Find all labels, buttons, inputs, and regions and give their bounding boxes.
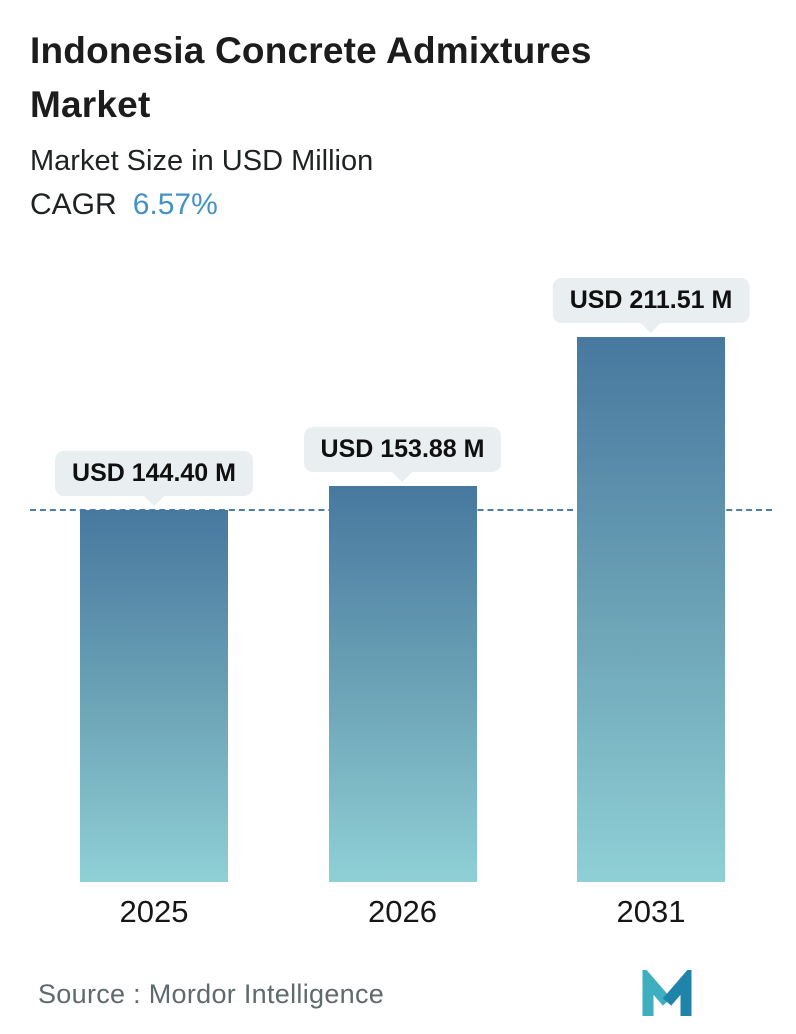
source-attribution: Source : Mordor Intelligence — [38, 978, 385, 1009]
x-axis-label: 2031 — [616, 894, 686, 930]
x-axis-label: 2026 — [368, 894, 437, 930]
bar-group-2031: USD 211.51 M — [552, 278, 750, 883]
bars-area: USD 144.40 M USD 153.88 M USD 211.51 M — [55, 264, 750, 883]
cagr-line: CAGR 6.57% — [30, 188, 766, 222]
bar-chart: USD 144.40 M USD 153.88 M USD 211.51 M — [30, 264, 772, 883]
cagr-value: 6.57% — [132, 188, 218, 222]
bar — [80, 510, 228, 883]
value-bubble: USD 211.51 M — [552, 278, 750, 324]
footer: Source : Mordor Intelligence — [38, 970, 706, 1018]
page-title: Indonesia Concrete Admixtures Market — [30, 30, 592, 125]
x-axis-labels: 2025 2026 2031 — [80, 894, 725, 930]
header: Indonesia Concrete Admixtures Market Mar… — [0, 0, 796, 222]
bar — [328, 485, 477, 883]
bar-group-2025: USD 144.40 M — [55, 451, 253, 883]
chart-subtitle: Market Size in USD Million — [30, 145, 374, 178]
mordor-intelligence-logo — [642, 970, 692, 1016]
value-bubble: USD 153.88 M — [303, 426, 502, 472]
bar — [577, 337, 725, 883]
bar-group-2026: USD 153.88 M — [303, 426, 502, 883]
value-bubble: USD 144.40 M — [55, 451, 253, 497]
cagr-label: CAGR — [30, 188, 117, 222]
x-axis-label: 2025 — [119, 894, 189, 930]
